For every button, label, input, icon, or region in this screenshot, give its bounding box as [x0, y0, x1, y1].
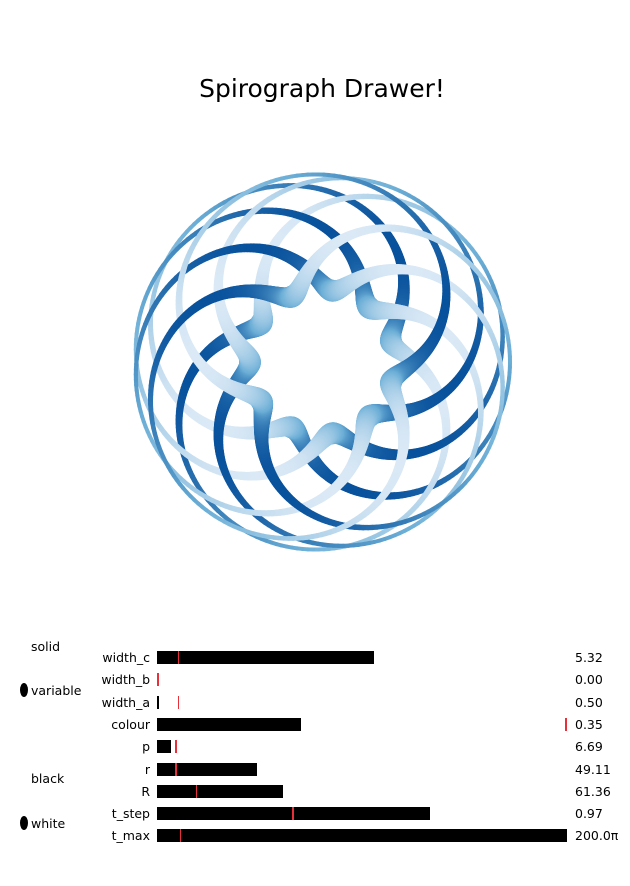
slider-label-p: p [142, 739, 150, 755]
slider-value-width-c: 5.32 [575, 650, 603, 665]
slider-initial-marker [175, 740, 177, 754]
slider-colour[interactable] [157, 717, 567, 731]
slider-initial-marker [565, 717, 567, 731]
slider-label-r: R [141, 783, 150, 799]
slider-value-r: 61.36 [575, 783, 611, 799]
slider-width-c[interactable] [157, 651, 567, 664]
slider-fill [157, 784, 283, 798]
radio-label: white [31, 816, 66, 831]
slider-initial-marker [175, 762, 177, 776]
slider-label-r: r [144, 761, 150, 777]
radio-solid[interactable]: solid [31, 639, 60, 654]
slider-value-width-a: 0.50 [575, 694, 603, 710]
slider-initial-marker [177, 695, 179, 709]
slider-width-b[interactable] [157, 673, 567, 687]
slider-fill [157, 695, 160, 709]
slider-t-max[interactable] [157, 829, 567, 843]
slider-initial-marker [292, 807, 294, 821]
slider-fill [157, 740, 171, 754]
radio-dot [20, 816, 28, 830]
radio-label: variable [31, 683, 82, 698]
slider-t-step[interactable] [157, 807, 567, 821]
slider-value-width-b: 0.00 [575, 672, 603, 688]
slider-label-width-a: width_a [101, 694, 150, 710]
slider-value-t-step: 0.97 [575, 806, 603, 822]
slider-value-r: 49.11 [575, 761, 611, 777]
radio-dot [20, 683, 28, 697]
slider-initial-marker [179, 829, 182, 843]
slider-value-t-max: 200.0π [575, 828, 619, 844]
slider-label-colour: colour [111, 716, 150, 732]
slider-r[interactable] [157, 784, 567, 798]
radio-black[interactable]: black [31, 771, 64, 786]
slider-label-width-b: width_b [101, 672, 150, 688]
spirograph-plot [133, 172, 512, 552]
slider-initial-marker [157, 673, 159, 687]
slider-fill [157, 762, 258, 776]
slider-label-width-c: width_c [102, 650, 150, 665]
radio-label: black [31, 771, 65, 786]
slider-value-p: 6.69 [575, 739, 603, 755]
radio-label: solid [31, 639, 61, 654]
slider-initial-marker [177, 651, 179, 664]
slider-r[interactable] [157, 762, 567, 776]
slider-fill [157, 829, 567, 843]
radio-variable[interactable]: variable [20, 683, 82, 698]
slider-initial-marker [195, 784, 198, 798]
slider-fill [157, 651, 375, 664]
slider-label-t-step: t_step [111, 806, 150, 822]
slider-width-a[interactable] [157, 695, 567, 709]
slider-value-colour: 0.35 [575, 716, 603, 732]
radio-white[interactable]: white [20, 816, 66, 831]
page-title: Spirograph Drawer! [199, 74, 445, 103]
slider-fill [157, 717, 301, 731]
slider-p[interactable] [157, 740, 567, 754]
slider-label-t-max: t_max [111, 828, 150, 844]
